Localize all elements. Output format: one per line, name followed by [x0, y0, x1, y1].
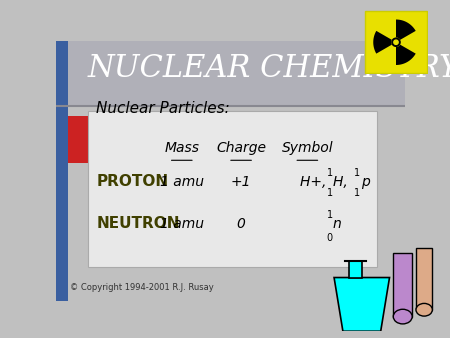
Text: Charge: Charge — [216, 142, 266, 155]
Text: Mass: Mass — [164, 142, 199, 155]
Text: Symbol: Symbol — [282, 142, 333, 155]
Polygon shape — [393, 253, 412, 317]
Polygon shape — [334, 277, 390, 331]
Text: 1: 1 — [327, 168, 333, 178]
FancyBboxPatch shape — [365, 11, 427, 73]
Text: 1 amu: 1 amu — [160, 175, 204, 189]
Text: NEUTRON: NEUTRON — [96, 216, 180, 231]
Text: 0: 0 — [327, 233, 333, 243]
Text: +1: +1 — [231, 175, 252, 189]
Text: 1: 1 — [327, 188, 333, 198]
FancyBboxPatch shape — [56, 41, 405, 105]
Text: 1: 1 — [327, 210, 333, 220]
Text: NUCLEAR CHEMISTRY: NUCLEAR CHEMISTRY — [88, 53, 450, 84]
FancyBboxPatch shape — [88, 111, 377, 267]
Text: 1: 1 — [355, 188, 360, 198]
Text: 0: 0 — [237, 217, 246, 231]
Polygon shape — [373, 31, 392, 54]
Text: 1: 1 — [355, 168, 360, 178]
Circle shape — [394, 40, 398, 44]
Polygon shape — [396, 20, 416, 40]
Text: Nuclear Particles:: Nuclear Particles: — [96, 101, 230, 116]
Circle shape — [416, 304, 432, 316]
Circle shape — [392, 38, 400, 46]
Text: H,: H, — [333, 175, 356, 189]
Polygon shape — [396, 45, 416, 65]
Text: n: n — [333, 217, 342, 231]
Polygon shape — [349, 261, 362, 277]
Polygon shape — [416, 248, 432, 310]
Text: H+,: H+, — [301, 175, 336, 189]
Circle shape — [393, 309, 412, 324]
Bar — [68, 116, 88, 163]
Text: © Copyright 1994-2001 R.J. Rusay: © Copyright 1994-2001 R.J. Rusay — [70, 283, 214, 292]
Text: p: p — [361, 175, 369, 189]
Text: 1 amu: 1 amu — [160, 217, 204, 231]
Bar — [56, 41, 68, 301]
Text: PROTON: PROTON — [96, 174, 168, 189]
